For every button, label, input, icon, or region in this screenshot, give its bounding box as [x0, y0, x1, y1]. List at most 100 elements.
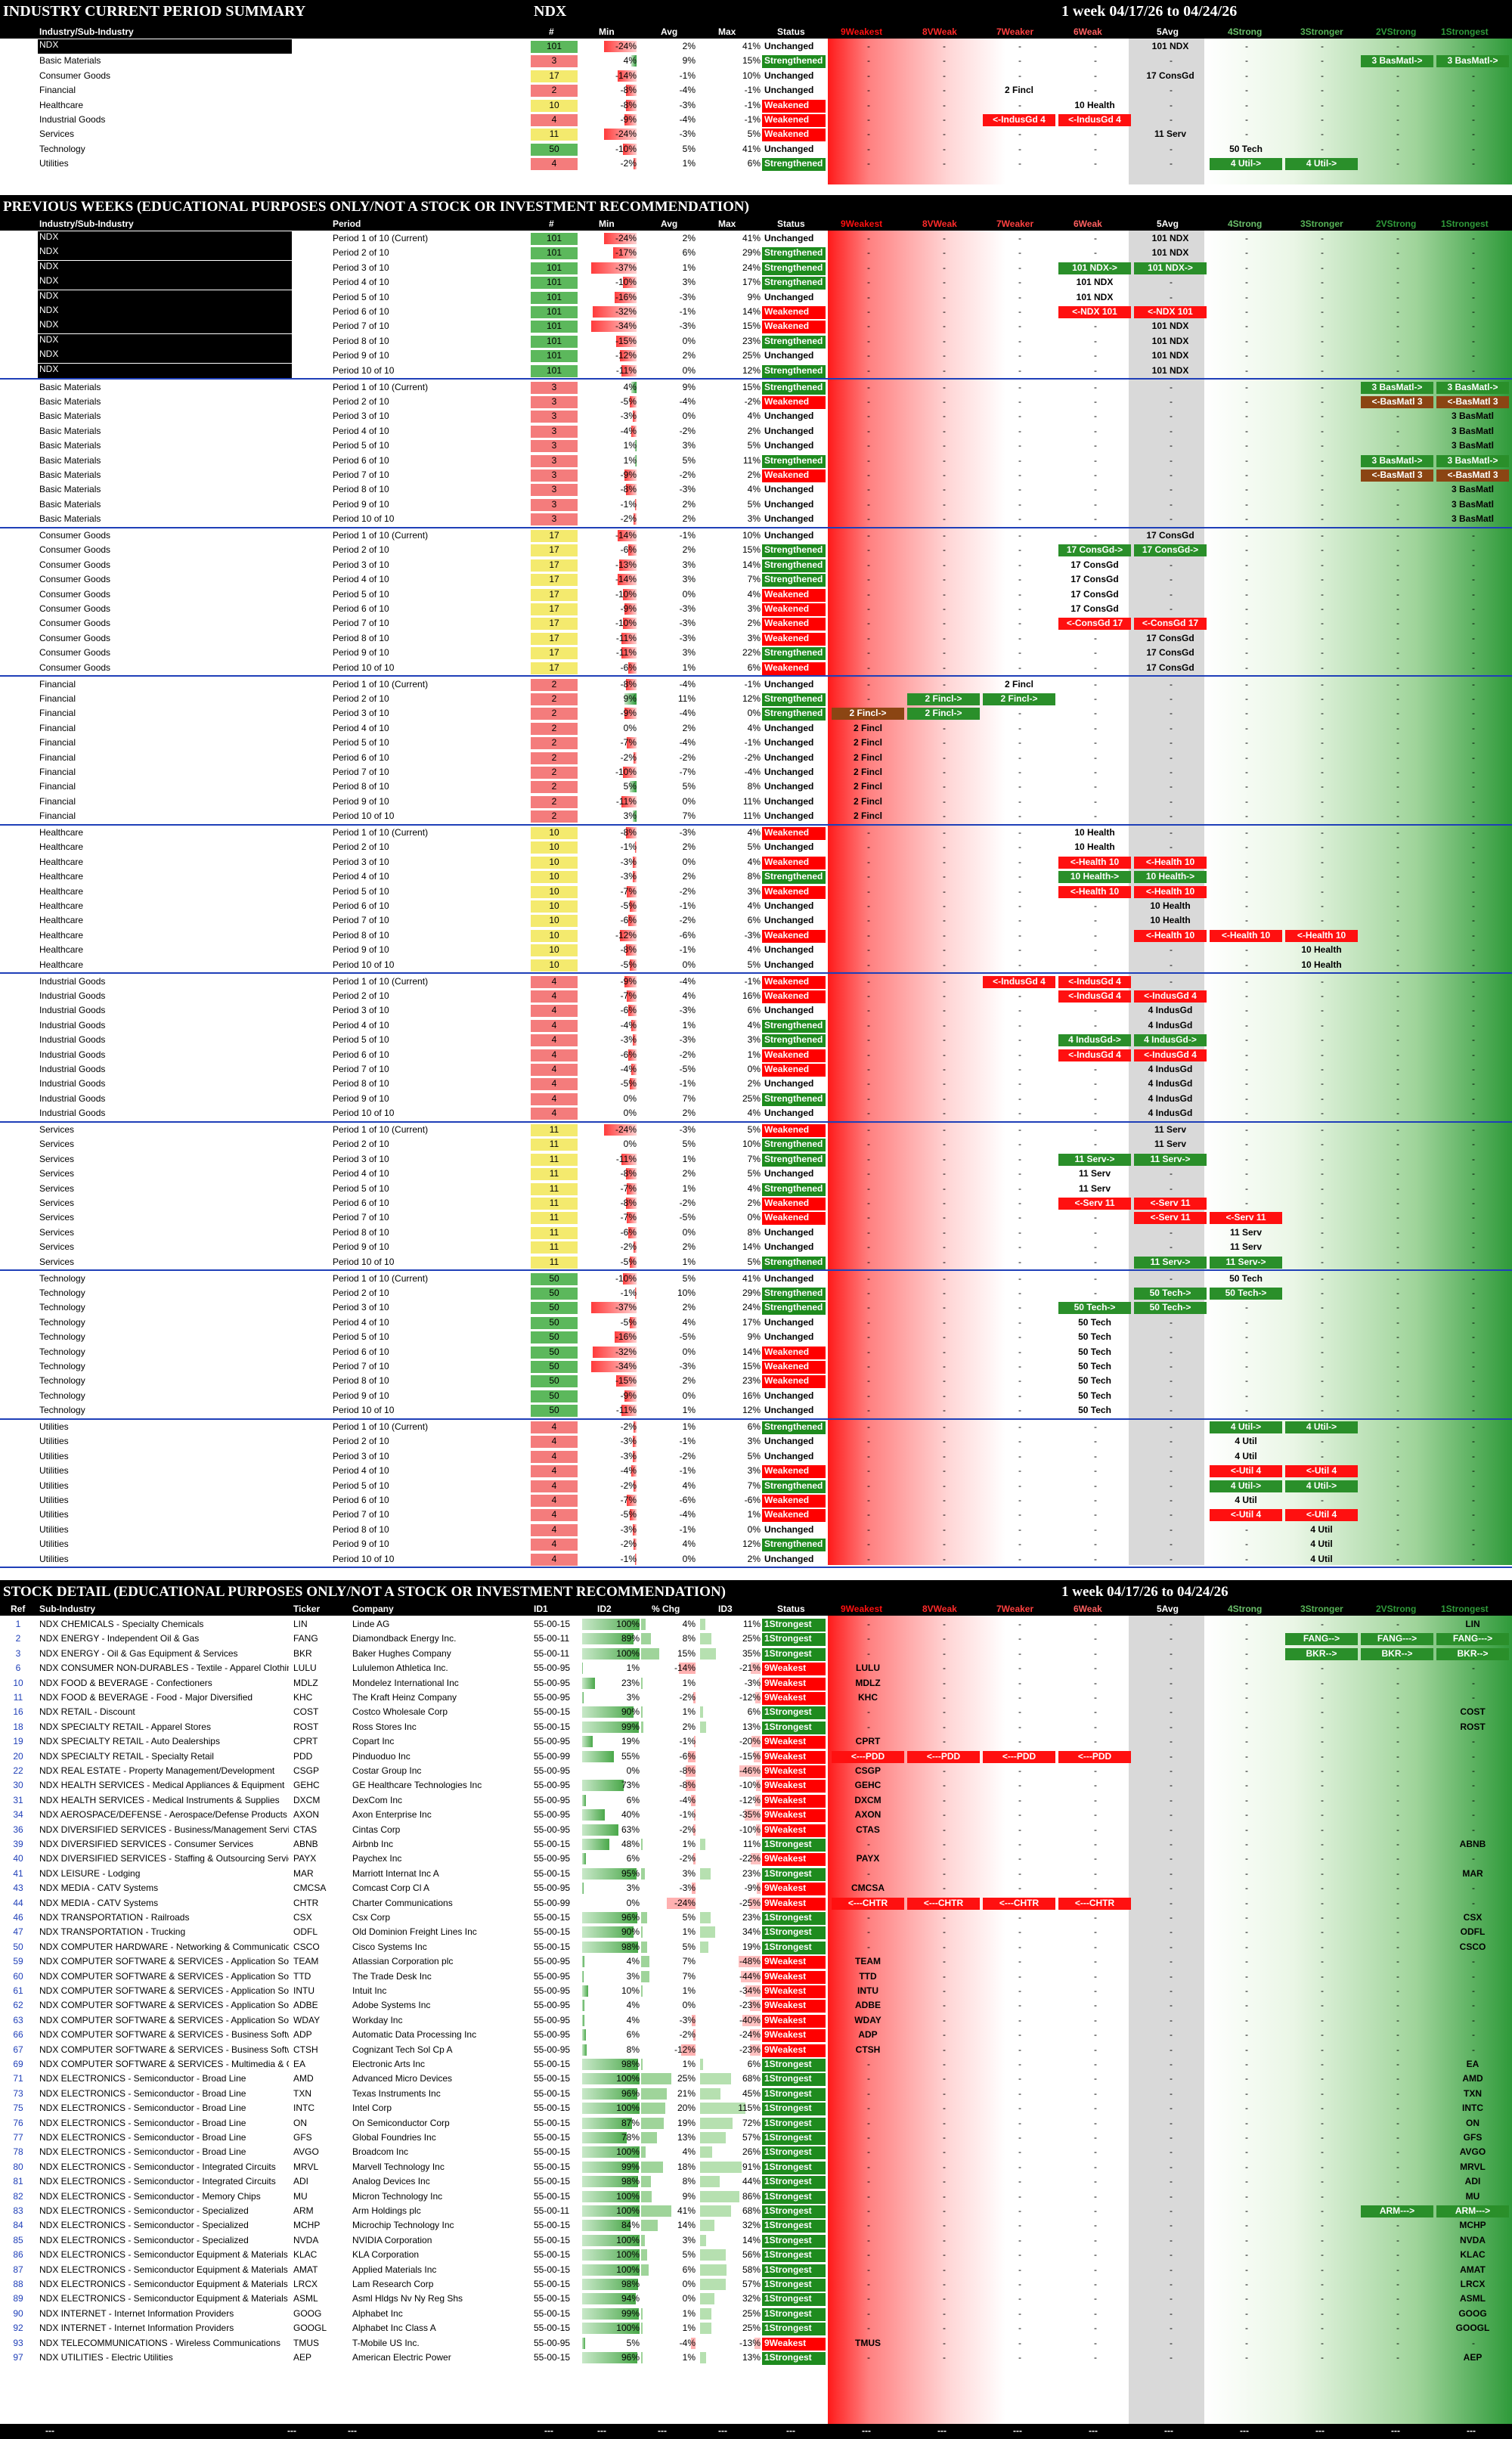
id3-bar [700, 1926, 716, 1938]
stock-row[interactable]: 66 NDX COMPUTER SOFTWARE & SERVICES - Bus… [0, 2028, 1512, 2043]
status: Weakened [762, 975, 826, 989]
stock-row[interactable]: 69 NDX COMPUTER SOFTWARE & SERVICES - Mul… [0, 2057, 1512, 2072]
stock-row[interactable]: 43 NDX MEDIA - CATV Systems CMCSA Comcast C… [0, 1881, 1512, 1896]
stock-row[interactable]: 59 NDX COMPUTER SOFTWARE & SERVICES - App… [0, 1954, 1512, 1969]
stock-row[interactable]: 63 NDX COMPUTER SOFTWARE & SERVICES - App… [0, 2013, 1512, 2028]
stock-row[interactable]: 62 NDX COMPUTER SOFTWARE & SERVICES - App… [0, 1998, 1512, 2013]
period-row: NDX Period 5 of 10 101 -16% -3% 9% Unchanged - -… [0, 290, 1512, 305]
company: Broadcom Inc [352, 2146, 409, 2158]
stock-row[interactable]: 41 NDX LEISURE - Lodging MAR Marriott Inter… [0, 1867, 1512, 1881]
stock-row[interactable]: 10 NDX FOOD & BEVERAGE - Confectioners MDL… [0, 1676, 1512, 1691]
min-bar [624, 693, 637, 705]
stock-row[interactable]: 76 NDX ELECTRONICS - Semiconductor - Broa… [0, 2116, 1512, 2131]
count: 101 [531, 291, 578, 304]
min-bar [627, 1495, 637, 1506]
stock-row[interactable]: 75 NDX ELECTRONICS - Semiconductor - Broa… [0, 2101, 1512, 2116]
group-separator [0, 526, 1512, 528]
rank-dot-4: - [1245, 1721, 1248, 1732]
min-bar [627, 885, 637, 897]
stock-row[interactable]: 39 NDX DIVERSIFIED SERVICES - Consumer Se… [0, 1837, 1512, 1852]
rank-cell-6: 10 Health [1074, 99, 1115, 110]
stock-row[interactable]: 2 NDX ENERGY - Independent Oil & Gas FANG D… [0, 1632, 1512, 1647]
stock-row[interactable]: 92 NDX INTERNET - Internet Information Pr… [0, 2321, 1512, 2336]
rank-dot-3: - [1321, 1139, 1324, 1150]
rank-cell-9: 2 Fincl [853, 766, 882, 777]
stock-row[interactable]: 85 NDX ELECTRONICS - Semiconductor - Spec… [0, 2233, 1512, 2248]
stock-row[interactable]: 46 NDX TRANSPORTATION - Railroads CSX Csx C… [0, 1911, 1512, 1925]
stock-row[interactable]: 6 NDX CONSUMER NON-DURABLES - Textile - A… [0, 1661, 1512, 1676]
rank-dot-3: - [1321, 588, 1324, 600]
rank-dot-6: - [1094, 2234, 1097, 2245]
rank-dot-9: - [867, 1287, 870, 1298]
rank-dot-1: - [1472, 247, 1475, 259]
stock-row[interactable]: 50 NDX COMPUTER HARDWARE - Networking & C… [0, 1940, 1512, 1954]
rank-dot-1: - [1472, 1124, 1475, 1135]
min-bar [632, 871, 637, 883]
stock-row[interactable]: 90 NDX INTERNET - Internet Information Pr… [0, 2307, 1512, 2321]
rank-dot-2: - [1396, 1780, 1399, 1791]
stock-row[interactable]: 61 NDX COMPUTER SOFTWARE & SERVICES - App… [0, 1984, 1512, 1998]
stock-row[interactable]: 60 NDX COMPUTER SOFTWARE & SERVICES - App… [0, 1969, 1512, 1984]
rank-cell-5: 4 IndusGd [1148, 1092, 1193, 1104]
stock-row[interactable]: 11 NDX FOOD & BEVERAGE - Food - Major Div… [0, 1691, 1512, 1705]
rank-dot-3: - [1321, 2352, 1324, 2363]
stock-row[interactable]: 73 NDX ELECTRONICS - Semiconductor - Broa… [0, 2087, 1512, 2101]
stock-row[interactable]: 44 NDX MEDIA - CATV Systems CHTR Charter Co… [0, 1896, 1512, 1911]
stock-row[interactable]: 22 NDX REAL ESTATE - Property Management/… [0, 1764, 1512, 1778]
rank-dot-8: - [943, 2337, 946, 2348]
period: Period 10 of 10 [333, 810, 395, 822]
stock-row[interactable]: 84 NDX ELECTRONICS - Semiconductor - Spec… [0, 2218, 1512, 2233]
stock-status: 9Weakest [762, 1663, 826, 1676]
stock-row[interactable]: 82 NDX ELECTRONICS - Semiconductor - Memo… [0, 2190, 1512, 2204]
min: -10% [615, 1272, 637, 1284]
rank-cell-7: 2 Fincl [1004, 678, 1033, 690]
stock-row[interactable]: 34 NDX AEROSPACE/DEFENSE - Aerospace/Defe… [0, 1808, 1512, 1823]
stock-row[interactable]: 83 NDX ELECTRONICS - Semiconductor - Spec… [0, 2204, 1512, 2218]
stock-row[interactable]: 3 NDX ENERGY - Oil & Gas Equipment & Serv… [0, 1647, 1512, 1661]
stock-row[interactable]: 78 NDX ELECTRONICS - Semiconductor - Broa… [0, 2145, 1512, 2160]
stock-row[interactable]: 19 NDX SPECIALTY RETAIL - Auto Dealership… [0, 1734, 1512, 1749]
period: Period 9 of 10 [333, 1390, 389, 1401]
stock-row[interactable]: 71 NDX ELECTRONICS - Semiconductor - Broa… [0, 2072, 1512, 2087]
rank-dot-4: - [1245, 2307, 1248, 2319]
stock-row[interactable]: 86 NDX ELECTRONICS - Semiconductor Equipm… [0, 2248, 1512, 2263]
stock-row[interactable]: 80 NDX ELECTRONICS - Semiconductor - Inte… [0, 2160, 1512, 2174]
stock-row[interactable]: 67 NDX COMPUTER SOFTWARE & SERVICES - Bus… [0, 2043, 1512, 2057]
rank-dot-1: - [1472, 1853, 1475, 1864]
stock-row[interactable]: 97 NDX UTILITIES - Electric Utilities AEP A… [0, 2351, 1512, 2365]
rank-dot-8: - [943, 321, 946, 332]
min: -13% [615, 559, 637, 570]
rank-dot-3: - [1321, 1721, 1324, 1732]
rank-dot-5: - [1170, 381, 1173, 392]
id3: -44% [739, 1970, 761, 1982]
rank-dot-6: - [1094, 2044, 1097, 2055]
stock-row[interactable]: 40 NDX DIVERSIFIED SERVICES - Staffing & … [0, 1852, 1512, 1867]
rank-dot-2: - [1396, 1019, 1399, 1030]
header-industry-sub-industry: Industry/Sub-Industry [39, 26, 134, 37]
stock-row[interactable]: 47 NDX TRANSPORTATION - Trucking ODFL Old D… [0, 1925, 1512, 1940]
id1: 55-00-15 [534, 1941, 571, 1952]
stock-row[interactable]: 87 NDX ELECTRONICS - Semiconductor Equipm… [0, 2263, 1512, 2277]
stock-row[interactable]: 31 NDX HEALTH SERVICES - Medical Instrume… [0, 1793, 1512, 1808]
sub-industry: NDX TRANSPORTATION - Trucking [39, 1926, 186, 1938]
stock-row[interactable]: 36 NDX DIVERSIFIED SERVICES - Business/Ma… [0, 1823, 1512, 1837]
stock-row[interactable]: 30 NDX HEALTH SERVICES - Medical Applianc… [0, 1778, 1512, 1793]
stock-row[interactable]: 93 NDX TELECOMMUNICATIONS - Wireless Comm… [0, 2336, 1512, 2351]
company: Diamondback Energy Inc. [352, 1633, 457, 1644]
stock-row[interactable]: 88 NDX ELECTRONICS - Semiconductor Equipm… [0, 2277, 1512, 2292]
stock-row[interactable]: 89 NDX ELECTRONICS - Semiconductor Equipm… [0, 2292, 1512, 2307]
rank-cell-6: 50 Tech [1078, 1390, 1111, 1401]
id3-bar [700, 1647, 716, 1660]
rank-dot-3: - [1321, 1241, 1324, 1253]
rank-dot-5: - [1170, 944, 1173, 956]
stock-row[interactable]: 81 NDX ELECTRONICS - Semiconductor - Inte… [0, 2174, 1512, 2190]
stock-row[interactable]: 77 NDX ELECTRONICS - Semiconductor - Broa… [0, 2131, 1512, 2145]
stock-row[interactable]: 20 NDX SPECIALTY RETAIL - Specialty Retai… [0, 1749, 1512, 1764]
rank-dot-4: - [1245, 1619, 1248, 1629]
stock-row[interactable]: 16 NDX RETAIL - Discount COST Costco Wholes… [0, 1705, 1512, 1720]
period-row: Financial Period 1 of 10 (Current) 2 -8% -4%… [0, 677, 1512, 692]
stock-row[interactable]: 18 NDX SPECIALTY RETAIL - Apparel Stores R… [0, 1720, 1512, 1734]
stock-row[interactable]: 1 NDX CHEMICALS - Specialty Chemicals LIN L… [0, 1617, 1512, 1632]
rank-dot-2: - [1396, 662, 1399, 673]
rank-cell-6: <---PDD [1058, 1750, 1131, 1763]
